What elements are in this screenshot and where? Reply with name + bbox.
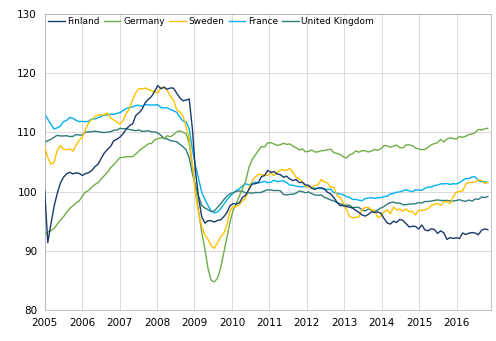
- Sweden: [42, 145, 48, 149]
- Finland: [441, 231, 447, 235]
- France: [281, 179, 287, 183]
- Germany: [42, 232, 48, 236]
- Line: Finland: Finland: [45, 86, 488, 242]
- United Kingdom: [262, 189, 268, 193]
- France: [262, 179, 268, 183]
- Germany: [211, 280, 217, 284]
- Sweden: [211, 246, 217, 250]
- Finland: [45, 240, 51, 244]
- Line: Sweden: Sweden: [45, 87, 488, 248]
- Germany: [324, 148, 330, 152]
- Line: France: France: [45, 104, 488, 213]
- United Kingdom: [180, 145, 186, 149]
- Germany: [485, 126, 491, 130]
- Sweden: [262, 173, 268, 177]
- France: [142, 102, 148, 106]
- Legend: Finland, Germany, Sweden, France, United Kingdom: Finland, Germany, Sweden, France, United…: [47, 15, 376, 28]
- France: [441, 182, 447, 186]
- United Kingdom: [117, 126, 123, 130]
- Line: Germany: Germany: [45, 128, 488, 282]
- Sweden: [441, 200, 447, 204]
- Finland: [183, 98, 189, 102]
- France: [211, 211, 217, 215]
- United Kingdom: [485, 195, 491, 199]
- United Kingdom: [281, 192, 287, 196]
- Germany: [258, 144, 264, 148]
- Germany: [437, 137, 443, 142]
- Finland: [262, 174, 268, 178]
- France: [180, 119, 186, 123]
- Finland: [281, 175, 287, 179]
- France: [42, 112, 48, 116]
- Sweden: [485, 180, 491, 184]
- France: [337, 192, 343, 196]
- United Kingdom: [42, 141, 48, 145]
- Germany: [177, 129, 183, 133]
- United Kingdom: [337, 202, 343, 206]
- United Kingdom: [208, 210, 214, 214]
- Germany: [277, 143, 283, 147]
- United Kingdom: [441, 198, 447, 203]
- France: [485, 181, 491, 185]
- Line: United Kingdom: United Kingdom: [45, 128, 488, 212]
- Finland: [155, 84, 161, 88]
- France: [328, 187, 334, 191]
- Finland: [337, 204, 343, 208]
- Sweden: [281, 168, 287, 172]
- Finland: [485, 228, 491, 232]
- Finland: [328, 192, 334, 196]
- Sweden: [161, 85, 167, 89]
- Sweden: [337, 195, 343, 199]
- Finland: [42, 188, 48, 192]
- Sweden: [328, 186, 334, 190]
- Germany: [334, 151, 340, 155]
- Sweden: [180, 114, 186, 118]
- United Kingdom: [328, 198, 334, 202]
